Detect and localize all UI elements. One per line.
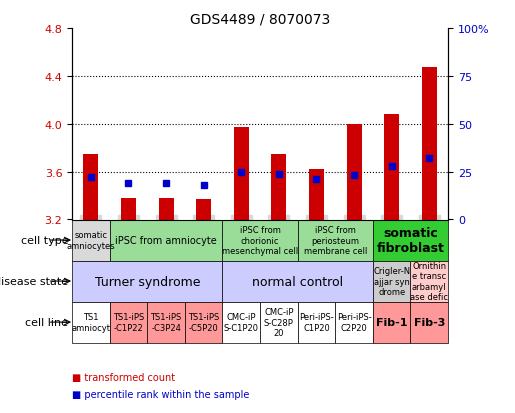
Bar	[347, 124, 362, 220]
Bar	[410, 261, 448, 302]
Bar	[309, 170, 324, 220]
Bar	[222, 220, 298, 261]
Text: Crigler-N
ajjar syn
drome: Crigler-N ajjar syn drome	[373, 266, 410, 296]
Title: GDS4489 / 8070073: GDS4489 / 8070073	[190, 12, 330, 26]
Bar	[110, 302, 147, 343]
Bar	[260, 302, 298, 343]
Bar	[373, 302, 410, 343]
Bar	[298, 220, 373, 261]
Text: iPSC from
chorionic
mesenchymal cell: iPSC from chorionic mesenchymal cell	[222, 225, 298, 255]
Bar	[222, 261, 373, 302]
Bar	[159, 199, 174, 220]
Bar	[72, 302, 110, 343]
Text: TS1-iPS
-C3P24: TS1-iPS -C3P24	[150, 313, 182, 332]
Bar	[271, 154, 286, 220]
Bar	[185, 302, 222, 343]
Text: Ornithin
e transc
arbamyl
ase defic: Ornithin e transc arbamyl ase defic	[410, 261, 448, 301]
Text: TS1-iPS
-C5P20: TS1-iPS -C5P20	[188, 313, 219, 332]
Text: CMC-iP
S-C1P20: CMC-iP S-C1P20	[224, 313, 259, 332]
Text: Turner syndrome: Turner syndrome	[95, 275, 200, 288]
Text: Fib-1: Fib-1	[376, 317, 407, 328]
Bar	[83, 154, 98, 220]
Bar	[72, 220, 110, 261]
Bar	[410, 302, 448, 343]
Bar	[196, 199, 211, 220]
Bar	[384, 115, 399, 220]
Text: Peri-iPS-
C1P20: Peri-iPS- C1P20	[299, 313, 334, 332]
Text: cell line: cell line	[25, 317, 68, 328]
Text: CMC-iP
S-C28P
20: CMC-iP S-C28P 20	[264, 307, 294, 337]
Bar	[222, 302, 260, 343]
Text: TS1-iPS
-C1P22: TS1-iPS -C1P22	[113, 313, 144, 332]
Text: disease state: disease state	[0, 276, 68, 286]
Text: normal control: normal control	[252, 275, 343, 288]
Text: somatic
fibroblast: somatic fibroblast	[376, 226, 444, 254]
Text: Peri-iPS-
C2P20: Peri-iPS- C2P20	[337, 313, 371, 332]
Bar	[373, 220, 448, 261]
Bar	[121, 199, 136, 220]
Bar	[422, 68, 437, 220]
Bar	[335, 302, 373, 343]
Text: somatic
amniocytes: somatic amniocytes	[66, 231, 115, 250]
Text: Fib-3: Fib-3	[414, 317, 445, 328]
Text: iPSC from
periosteum
membrane cell: iPSC from periosteum membrane cell	[303, 225, 367, 255]
Text: cell type: cell type	[21, 235, 68, 245]
Text: iPSC from amniocyte: iPSC from amniocyte	[115, 235, 217, 245]
Bar	[110, 220, 222, 261]
Bar	[373, 261, 410, 302]
Text: ■ percentile rank within the sample: ■ percentile rank within the sample	[72, 389, 249, 399]
Text: TS1
amniocyt: TS1 amniocyt	[72, 313, 110, 332]
Text: ■ transformed count: ■ transformed count	[72, 372, 175, 382]
Bar	[298, 302, 335, 343]
Bar	[234, 128, 249, 220]
Bar	[147, 302, 185, 343]
Bar	[72, 261, 222, 302]
